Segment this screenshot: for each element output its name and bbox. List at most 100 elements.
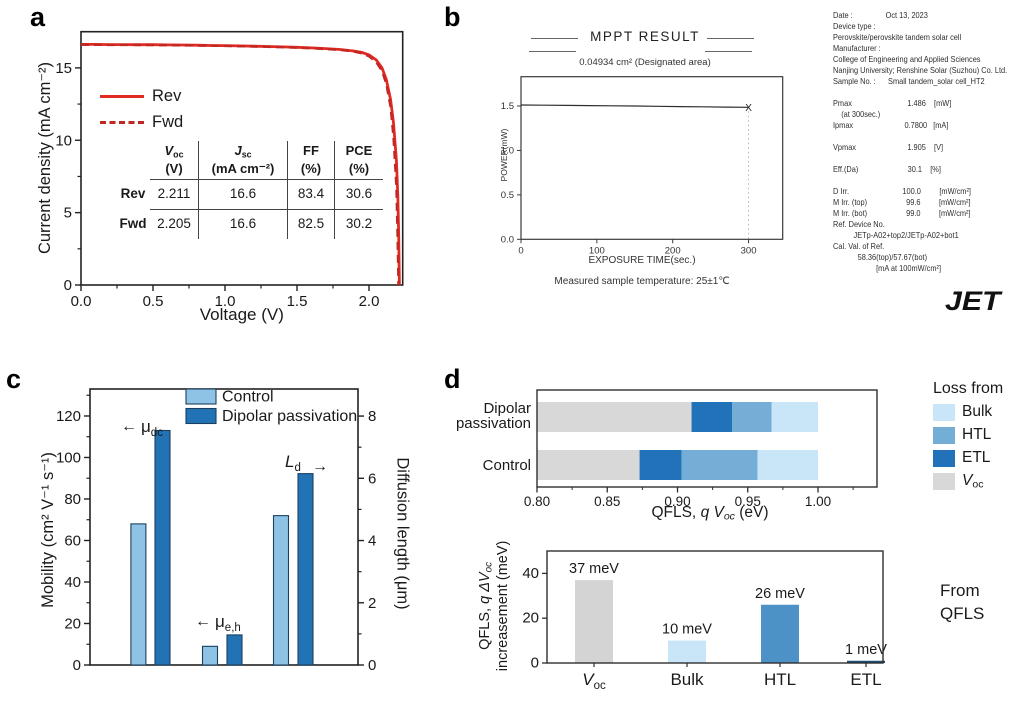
segment-htl [732,402,772,432]
mppt-temperature-note: Measured sample temperature: 25±1℃ [554,276,730,287]
svg-text:4: 4 [368,533,376,550]
from-qfls-annotation: From QFLS [940,581,985,623]
info-line: Eff.(Da) 30.1 [%] [833,164,941,174]
svg-text:20: 20 [522,610,539,627]
cell: 30.2 [334,209,383,239]
control-swatch [185,388,217,405]
cell: 2.211 [150,179,199,210]
qfls-xlabel: QFLS, q Voc (eV) [651,504,769,523]
jet-logo: JET [945,286,1001,316]
panel-c-label: c [6,364,22,394]
category-label: HTL [764,670,796,689]
legend-item-etl: ETL [933,447,1015,470]
svg-text:1.5: 1.5 [287,293,308,310]
voc-swatch [933,473,955,490]
segment-bulk [757,450,818,480]
segment-etl [691,402,733,432]
svg-text:0: 0 [368,657,376,674]
info-line: Date : Oct 13, 2023 [833,10,928,20]
svg-text:0.5: 0.5 [143,293,164,310]
arrow-right-icon: → [312,458,328,475]
qfls-increase-chart: 37 meV 10 meV 26 meV 1 meV 0 20 40 Voc Bulk HTL ET… [522,550,887,692]
col-header-voc: Voc (V) [150,141,199,180]
svg-text:5: 5 [64,205,72,222]
svg-text:2.0: 2.0 [359,293,380,310]
info-line: Device type : [833,21,876,31]
svg-text:0: 0 [73,657,81,674]
plot-frame [536,389,878,488]
jv-ylabel: Current density (mA cm⁻²) [36,61,54,255]
bar-htl [761,604,799,663]
svg-text:10: 10 [55,132,72,149]
info-line: Manufacturer : [833,43,881,53]
svg-text:40: 40 [522,565,539,582]
svg-text:60: 60 [64,532,81,549]
col-header-pce: PCE (%) [334,141,383,180]
table-header-row: Voc (V) Jsc (mA cm⁻²) FF (%) PCE (%) [116,141,383,180]
svg-text:0: 0 [518,245,523,256]
mppt-chart: 0 100 200 300 0.0 0.5 1.0 1.5 X [501,76,784,256]
category-label: Bulk [670,670,704,689]
svg-text:0.95: 0.95 [735,494,761,509]
svg-text:10 meV: 10 meV [662,622,712,638]
bar-etl [847,660,885,663]
bar-control-mu_eh [201,645,219,666]
svg-text:80: 80 [64,491,81,508]
info-line [833,87,1014,98]
info-line: JETp-A02+top2/JETp-A02+bot1 [833,230,959,240]
svg-text:Dipolar passivation: Dipolar passivation [222,408,357,425]
rev-line-swatch [100,94,144,98]
segment-etl [639,450,682,480]
annotation-mu_dc: μdc [141,417,163,439]
svg-text:15: 15 [55,60,72,77]
annotation-L_d: Ld [285,452,301,474]
svg-text:300: 300 [741,245,757,256]
legend-label-fwd: Fwd [152,112,184,131]
panel-b: b MPPT RESULT 0.04934 cm² (Designated ar… [440,0,1015,352]
info-line: Nanjing University; Renshine Solar (Suzh… [833,65,1008,75]
arrow-left-icon: ← [121,418,137,435]
cell: 2.205 [157,216,191,232]
svg-text:6: 6 [368,470,376,487]
info-line: [mA at 100mW/cm²] [833,263,942,273]
svg-text:8: 8 [368,408,376,425]
svg-text:20: 20 [64,615,81,632]
svg-text:120: 120 [56,408,81,425]
cell: 83.4 [287,179,335,210]
mppt-ylabel: POWER(mW) [499,128,509,182]
jv-legend: Rev Fwd [100,83,183,135]
panel-c: c 0 20 40 60 80 100 120 0 2 4 6 8 Control Dipolar pas… [0,352,435,702]
dipolar-swatch [185,407,217,425]
info-line: M Irr. (top) 99.6 [mW/cm²] [833,197,971,207]
bar-control-L_d [272,515,290,666]
svg-text:40: 40 [64,574,81,591]
info-line: Ref. Device No. [833,219,885,229]
info-line: D Irr. 100.0 [mW/cm²] [833,186,971,196]
mobility-chart: 0 20 40 60 80 100 120 0 2 4 6 8 Control Dipolar passi… [56,388,376,674]
info-line: (at 300sec.) [833,109,881,119]
legend-item-htl: HTL [933,424,1015,447]
info-line [833,131,1014,142]
panel-a-label: a [30,2,46,32]
info-line: Sample No. : Small tandem_solar cell_HT2 [833,76,985,86]
cell: 16.6 [198,179,288,210]
mobility-ylabel: Mobility (cm² V⁻¹ s⁻¹) [39,452,57,608]
table-row: Fwd 2.205 16.6 82.5 30.2 [116,209,383,239]
svg-text:1.0: 1.0 [501,145,514,156]
mppt-xlabel: EXPOSURE TIME(sec.) [588,255,696,266]
svg-text:0.0: 0.0 [71,293,92,310]
category-label: ETL [850,670,881,689]
table-row: Rev 2.211 16.6 83.4 30.6 [116,179,383,210]
info-line [833,153,1014,164]
svg-text:100: 100 [589,245,605,256]
svg-text:0.5: 0.5 [501,190,514,201]
power-curve [520,104,749,108]
plot-frame [80,30,404,286]
fwd-line-swatch [100,120,144,124]
svg-text:1.0: 1.0 [215,293,236,310]
svg-text:0: 0 [64,277,72,294]
svg-text:2: 2 [368,595,376,612]
svg-text:0.90: 0.90 [664,494,690,509]
bar-control-mu_dc [130,523,147,666]
